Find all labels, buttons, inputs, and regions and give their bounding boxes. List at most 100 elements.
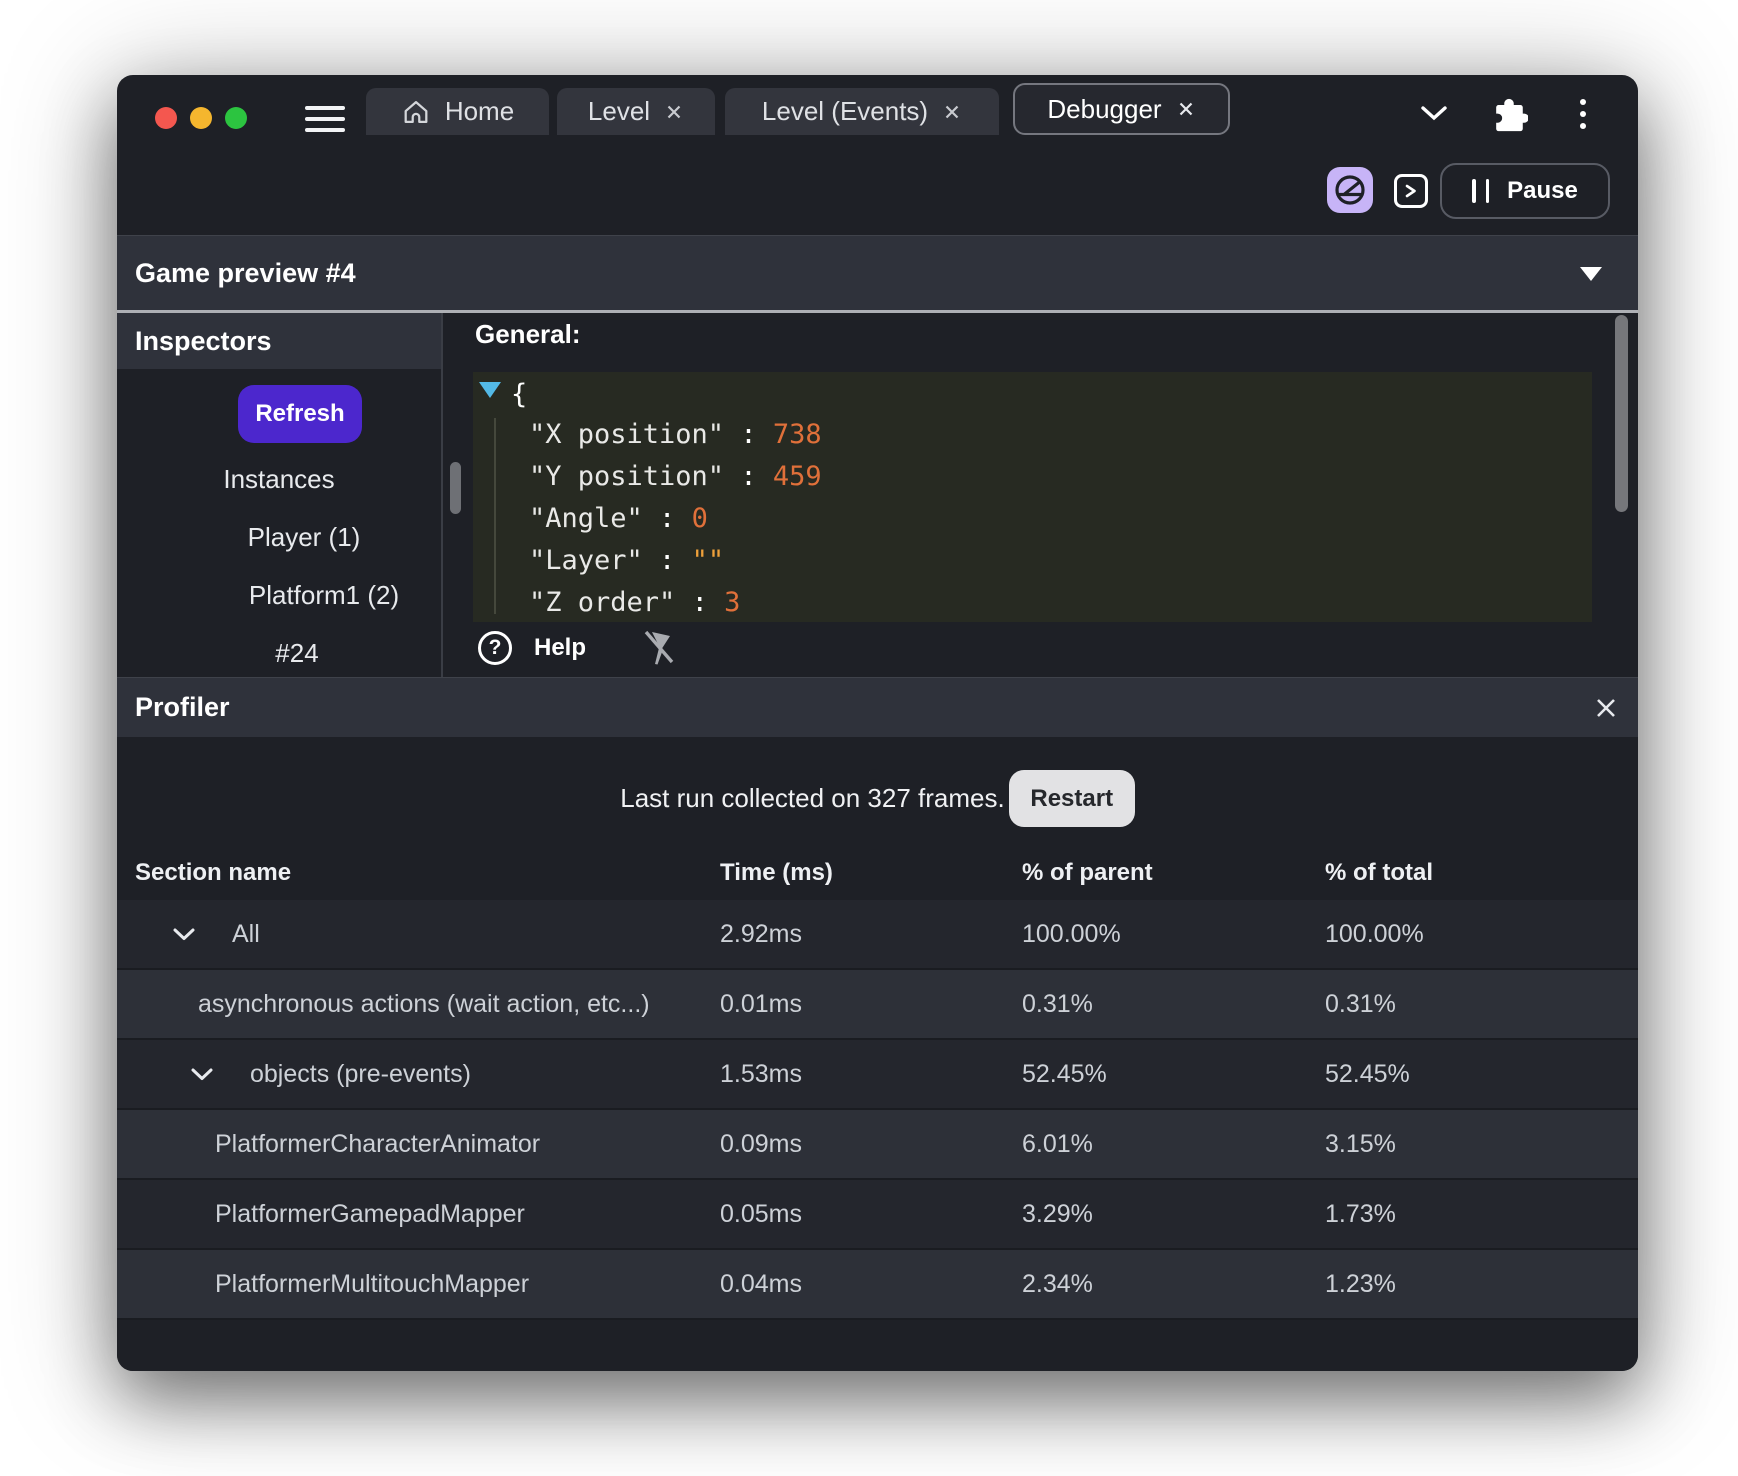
debugger-window: Home Level Level (Events) Debugger bbox=[117, 75, 1638, 1371]
chevron-down-icon[interactable] bbox=[172, 927, 196, 942]
profiler-panel: Last run collected on 327 frames. Restar… bbox=[117, 737, 1638, 1371]
table-row-async-actions[interactable]: asynchronous actions (wait action, etc..… bbox=[117, 970, 1638, 1040]
time-value: 0.05ms bbox=[720, 1199, 802, 1228]
tab-home[interactable]: Home bbox=[366, 88, 549, 135]
game-preview-header[interactable]: Game preview #4 bbox=[117, 235, 1638, 313]
tab-label: Level (Events) bbox=[761, 96, 929, 126]
pin-off-icon[interactable] bbox=[640, 628, 678, 668]
console-prompt-icon bbox=[1405, 184, 1416, 198]
table-row-multitouch-mapper[interactable]: PlatformerMultitouchMapper 0.04ms 2.34% … bbox=[117, 1250, 1638, 1320]
game-preview-title: Game preview #4 bbox=[135, 258, 356, 288]
json-property-x-position: "X position" : 738 bbox=[529, 419, 822, 450]
close-icon[interactable] bbox=[1176, 99, 1196, 119]
chevron-down-icon[interactable] bbox=[190, 1067, 214, 1082]
window-zoom-button[interactable] bbox=[225, 107, 247, 129]
pct-parent-value: 100.00% bbox=[1022, 919, 1121, 948]
window-minimize-button[interactable] bbox=[190, 107, 212, 129]
console-button[interactable] bbox=[1394, 174, 1428, 208]
main-menu-icon[interactable] bbox=[305, 106, 345, 132]
profiler-status-text: Last run collected on 327 frames. bbox=[620, 783, 1005, 813]
tab-level[interactable]: Level bbox=[557, 88, 715, 135]
column-header-section-name: Section name bbox=[135, 858, 292, 886]
section-name: PlatformerCharacterAnimator bbox=[215, 1129, 541, 1158]
inspectors-scrollbar[interactable] bbox=[450, 462, 461, 514]
pct-parent-value: 3.29% bbox=[1022, 1199, 1093, 1228]
debugger-toolbar: Pause bbox=[117, 135, 1638, 235]
gauge-icon bbox=[1335, 175, 1365, 205]
time-value: 2.92ms bbox=[720, 919, 802, 948]
properties-json-view: { "X position" : 738 "Y position" : 459 … bbox=[473, 372, 1592, 622]
json-property-layer: "Layer" : "" bbox=[529, 545, 725, 576]
profiler-close-icon[interactable] bbox=[1592, 694, 1620, 722]
json-property-angle: "Angle" : 0 bbox=[529, 503, 708, 534]
profiler-table: Section name Time (ms) % of parent % of … bbox=[117, 845, 1638, 1320]
table-row-character-animator[interactable]: PlatformerCharacterAnimator 0.09ms 6.01%… bbox=[117, 1110, 1638, 1180]
profiler-header: Profiler bbox=[117, 677, 1638, 737]
tree-item-instance-24[interactable]: #24 bbox=[275, 638, 319, 668]
profiler-gauge-button[interactable] bbox=[1327, 167, 1373, 213]
help-icon[interactable]: ? bbox=[478, 631, 512, 665]
collapse-caret-icon[interactable] bbox=[1580, 267, 1602, 281]
chevron-down-icon[interactable] bbox=[1417, 103, 1451, 125]
tab-level-events[interactable]: Level (Events) bbox=[725, 88, 999, 135]
tree-item-player[interactable]: Player (1) bbox=[247, 522, 361, 552]
pct-total-value: 100.00% bbox=[1325, 919, 1424, 948]
inspectors-tree: Instances Player (1) Platform1 (2) #24 bbox=[117, 450, 441, 682]
tab-debugger-active[interactable]: Debugger bbox=[1013, 83, 1230, 135]
help-label[interactable]: Help bbox=[534, 634, 587, 661]
general-scrollbar[interactable] bbox=[1615, 315, 1628, 512]
time-value: 0.04ms bbox=[720, 1269, 802, 1298]
tab-label: Home bbox=[444, 96, 515, 126]
kebab-menu-icon[interactable] bbox=[1572, 97, 1594, 131]
section-name: All bbox=[232, 919, 260, 948]
pct-parent-value: 0.31% bbox=[1022, 989, 1093, 1018]
section-name: asynchronous actions (wait action, etc..… bbox=[198, 989, 650, 1018]
general-panel: General: { "X position" : 738 "Y positio… bbox=[465, 313, 1638, 677]
table-row-all[interactable]: All 2.92ms 100.00% 100.00% bbox=[117, 900, 1638, 970]
time-value: 0.09ms bbox=[720, 1129, 802, 1158]
titlebar: Home Level Level (Events) Debugger bbox=[117, 75, 1638, 135]
pause-button[interactable]: Pause bbox=[1440, 163, 1610, 219]
json-property-y-position: "Y position" : 459 bbox=[529, 461, 822, 492]
close-icon[interactable] bbox=[664, 102, 684, 122]
section-name: PlatformerGamepadMapper bbox=[215, 1199, 525, 1228]
help-row: ? Help bbox=[478, 625, 678, 671]
pct-total-value: 0.31% bbox=[1325, 989, 1396, 1018]
profiler-status-row: Last run collected on 327 frames. Restar… bbox=[117, 770, 1638, 827]
section-name: PlatformerMultitouchMapper bbox=[215, 1269, 530, 1298]
profiler-title: Profiler bbox=[135, 692, 230, 722]
pct-parent-value: 6.01% bbox=[1022, 1129, 1093, 1158]
extensions-puzzle-icon[interactable] bbox=[1489, 95, 1529, 135]
close-icon[interactable] bbox=[942, 102, 962, 122]
pct-parent-value: 52.45% bbox=[1022, 1059, 1107, 1088]
expand-caret-icon[interactable] bbox=[479, 382, 501, 398]
column-header-pct-parent: % of parent bbox=[1022, 858, 1153, 886]
home-icon bbox=[401, 97, 431, 127]
window-close-button[interactable] bbox=[155, 107, 177, 129]
tree-item-instances[interactable]: Instances bbox=[223, 464, 335, 494]
tab-label: Debugger bbox=[1047, 93, 1162, 124]
time-value: 1.53ms bbox=[720, 1059, 802, 1088]
restart-button[interactable]: Restart bbox=[1008, 770, 1135, 827]
profiler-table-header: Section name Time (ms) % of parent % of … bbox=[117, 845, 1638, 900]
pct-total-value: 1.73% bbox=[1325, 1199, 1396, 1228]
json-open-brace: { bbox=[511, 379, 528, 410]
json-property-z-order: "Z order" : 3 bbox=[529, 587, 741, 618]
indent-guide bbox=[494, 418, 496, 614]
tree-item-platform1[interactable]: Platform1 (2) bbox=[248, 580, 400, 610]
time-value: 0.01ms bbox=[720, 989, 802, 1018]
pause-icon bbox=[1472, 179, 1490, 203]
section-name: objects (pre-events) bbox=[250, 1059, 471, 1088]
debugger-panes: Inspectors Refresh Instances Player (1) … bbox=[117, 313, 1638, 677]
table-row-gamepad-mapper[interactable]: PlatformerGamepadMapper 0.05ms 3.29% 1.7… bbox=[117, 1180, 1638, 1250]
pause-label: Pause bbox=[1507, 177, 1578, 204]
pct-total-value: 1.23% bbox=[1325, 1269, 1396, 1298]
pct-parent-value: 2.34% bbox=[1022, 1269, 1093, 1298]
tab-label: Level bbox=[587, 96, 651, 126]
inspectors-title: Inspectors bbox=[117, 313, 441, 369]
pct-total-value: 52.45% bbox=[1325, 1059, 1410, 1088]
table-row-objects-pre-events[interactable]: objects (pre-events) 1.53ms 52.45% 52.45… bbox=[117, 1040, 1638, 1110]
pct-total-value: 3.15% bbox=[1325, 1129, 1396, 1158]
refresh-button[interactable]: Refresh bbox=[238, 385, 362, 443]
general-title: General: bbox=[475, 319, 581, 349]
